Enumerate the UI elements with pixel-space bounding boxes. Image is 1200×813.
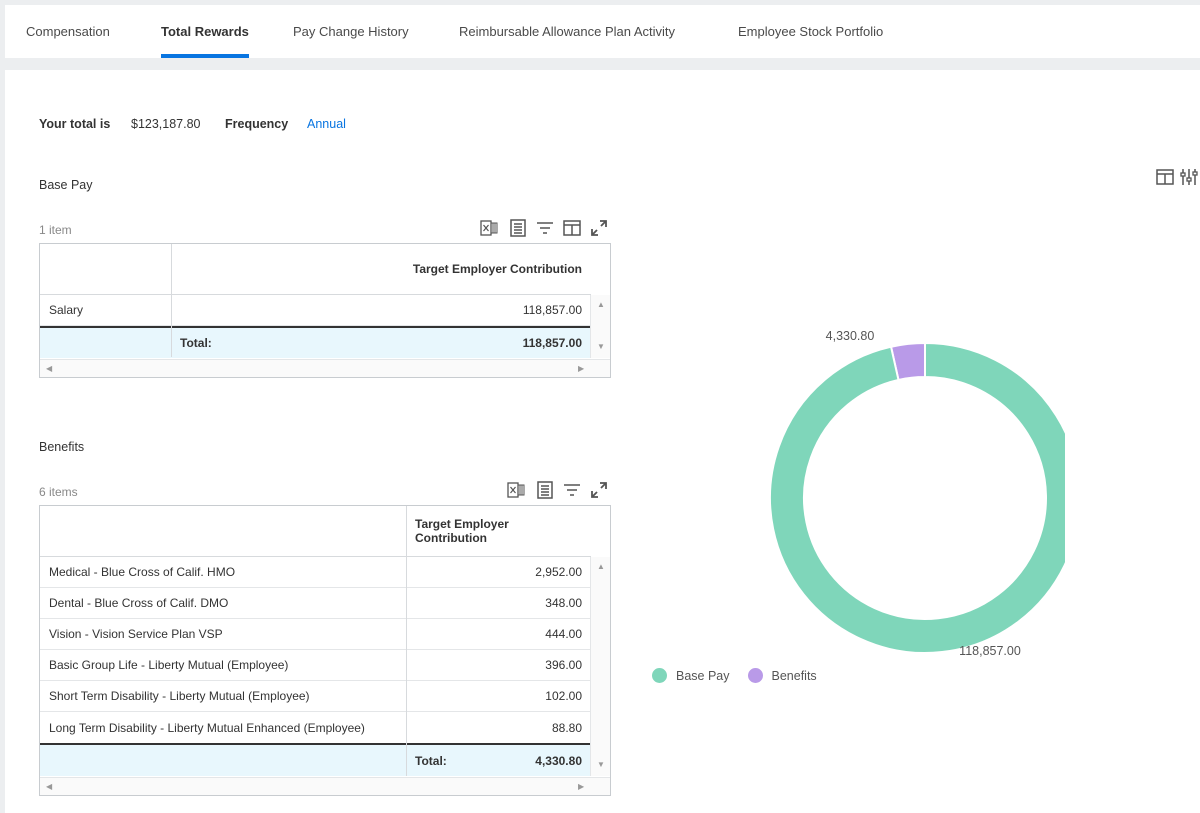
benefits-grid: Target Employer Contribution Medical - B… <box>39 505 611 796</box>
scroll-up-icon[interactable]: ▲ <box>597 562 605 571</box>
tab-compensation[interactable]: Compensation <box>26 24 110 39</box>
tab-pay-change-history[interactable]: Pay Change History <box>293 24 409 39</box>
table-row: Basic Group Life - Liberty Mutual (Emplo… <box>40 650 591 681</box>
filter-icon[interactable] <box>562 480 582 500</box>
row-name: Dental - Blue Cross of Calif. DMO <box>49 596 229 610</box>
row-value: 444.00 <box>545 627 582 641</box>
chart-legend: Base Pay Benefits <box>652 668 835 683</box>
scroll-down-icon[interactable]: ▼ <box>597 342 605 351</box>
column-header-contribution[interactable]: Target Employer Contribution <box>412 262 582 276</box>
benefits-count: 6 items <box>39 485 78 499</box>
fullscreen-icon[interactable] <box>589 480 609 500</box>
legend-swatch-benefits <box>747 668 763 683</box>
total-value: 118,857.00 <box>522 336 582 350</box>
base-pay-count: 1 item <box>39 223 72 237</box>
row-value: 88.80 <box>551 720 582 735</box>
horizontal-scrollbar[interactable]: ◀ ▶ <box>40 777 610 795</box>
columns-icon[interactable] <box>562 218 582 238</box>
scroll-left-icon[interactable]: ◀ <box>46 364 53 373</box>
row-name: Vision - Vision Service Plan VSP <box>49 627 223 641</box>
scroll-right-icon[interactable]: ▶ <box>578 782 585 791</box>
table-row: Medical - Blue Cross of Calif. HMO 2,952… <box>40 557 591 588</box>
total-label: Your total is <box>39 117 111 131</box>
scroll-left-icon[interactable]: ◀ <box>46 782 53 791</box>
data-label-benefits: 4,330.80 <box>826 329 875 343</box>
table-row: Vision - Vision Service Plan VSP 444.00 <box>40 619 591 650</box>
table-row: Short Term Disability - Liberty Mutual (… <box>40 681 591 712</box>
excel-export-icon[interactable] <box>506 480 526 500</box>
row-name: Basic Group Life - Liberty Mutual (Emplo… <box>49 658 289 672</box>
row-value: 2,952.00 <box>535 565 582 579</box>
total-label: Total: <box>180 336 212 350</box>
frequency-label: Frequency <box>225 117 289 131</box>
scroll-right-icon[interactable]: ▶ <box>578 364 585 373</box>
column-divider <box>406 506 407 776</box>
data-label-base-pay: 118,857.00 <box>959 644 1021 658</box>
total-row: Total: 118,857.00 <box>40 326 591 358</box>
row-name: Salary <box>49 303 84 317</box>
header-blank-cell <box>40 244 171 294</box>
legend-swatch-base-pay <box>652 668 667 683</box>
donut-slice-base-pay[interactable] <box>769 341 1065 654</box>
grid-header: Target Employer Contribution <box>40 244 591 295</box>
total-rewards-donut-chart: 4,330.80 118,857.00 <box>769 329 1065 658</box>
grid-header: Target Employer Contribution <box>40 506 591 557</box>
legend-item-benefits[interactable]: Benefits <box>747 668 817 683</box>
base-pay-toolbar <box>479 218 609 240</box>
tab-bar: Compensation Total Rewards Pay Change Hi… <box>5 5 1200 58</box>
tab-total-rewards[interactable]: Total Rewards <box>161 5 249 58</box>
row-name: Long Term Disability - Liberty Mutual En… <box>49 720 365 735</box>
row-name: Short Term Disability - Liberty Mutual (… <box>49 689 310 703</box>
horizontal-scrollbar[interactable]: ◀ ▶ <box>40 359 610 377</box>
excel-export-icon[interactable] <box>479 218 499 238</box>
table-row: Long Term Disability - Liberty Mutual En… <box>40 712 591 743</box>
table-row: Dental - Blue Cross of Calif. DMO 348.00 <box>40 588 591 619</box>
legend-label-benefits: Benefits <box>771 668 817 683</box>
fullscreen-icon[interactable] <box>589 218 609 238</box>
row-value: 118,857.00 <box>522 303 582 317</box>
total-row: Total: 4,330.80 <box>40 743 591 776</box>
total-value: 4,330.80 <box>535 753 582 768</box>
tab-employee-stock-portfolio[interactable]: Employee Stock Portfolio <box>738 24 884 39</box>
column-header-contribution[interactable]: Target Employer Contribution <box>415 517 509 545</box>
row-name: Medical - Blue Cross of Calif. HMO <box>49 565 236 579</box>
columns-icon[interactable] <box>1155 167 1175 187</box>
benefits-title: Benefits <box>39 440 85 454</box>
scroll-up-icon[interactable]: ▲ <box>597 300 605 309</box>
row-value: 102.00 <box>545 689 582 703</box>
total-rewards-panel: Your total is $123,187.80 Frequency Annu… <box>5 70 1200 813</box>
scroll-down-icon[interactable]: ▼ <box>597 760 605 769</box>
vertical-scrollbar[interactable]: ▲ ▼ <box>590 295 610 358</box>
frequency-link[interactable]: Annual <box>307 117 346 131</box>
pdf-icon[interactable] <box>535 480 555 500</box>
benefits-toolbar <box>506 480 609 502</box>
legend-item-base-pay[interactable]: Base Pay <box>652 668 730 683</box>
total-value: $123,187.80 <box>131 117 201 131</box>
pdf-icon[interactable] <box>508 218 528 238</box>
base-pay-title: Base Pay <box>39 178 93 192</box>
header-blank-cell <box>40 506 406 556</box>
row-value: 396.00 <box>545 658 582 672</box>
legend-label-base-pay: Base Pay <box>676 668 730 683</box>
base-pay-grid: Target Employer Contribution Salary 118,… <box>39 243 611 378</box>
row-value: 348.00 <box>545 596 582 610</box>
total-label: Total: <box>415 753 447 768</box>
column-divider <box>171 244 172 357</box>
table-row: Salary 118,857.00 <box>40 295 591 326</box>
settings-sliders-icon[interactable] <box>1179 167 1199 187</box>
vertical-scrollbar[interactable]: ▲ ▼ <box>590 557 610 776</box>
filter-icon[interactable] <box>535 218 555 238</box>
tab-reimbursable-allowance[interactable]: Reimbursable Allowance Plan Activity <box>459 24 676 39</box>
